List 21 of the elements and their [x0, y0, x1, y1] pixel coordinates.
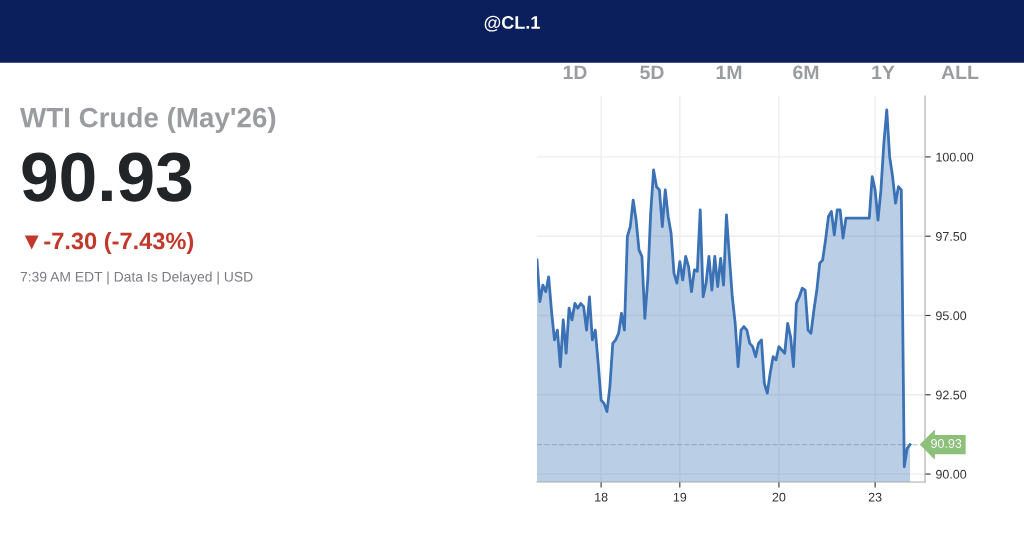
text: 1D — [563, 65, 587, 80]
x-tick-label: 19 — [673, 492, 687, 502]
text: 90.93 — [22, 152, 192, 202]
text: WTI Crude (May'26) — [20, 107, 276, 133]
y-tick-label: 97.50 — [936, 231, 967, 241]
text: 6M — [793, 65, 819, 80]
ref-line-label: 90.93 — [931, 439, 962, 448]
x-tick-label: 18 — [595, 492, 608, 502]
text: 7:39 AM EDT | Data Is Delayed | USD — [20, 271, 253, 285]
text: 5D — [640, 65, 664, 80]
y-tick-label: 90.00 — [936, 469, 967, 479]
x-tick-label: 23 — [868, 492, 882, 502]
chart-title: @CL.1 — [484, 15, 540, 32]
text: ALL — [941, 65, 979, 80]
x-tick-label: 20 — [772, 492, 786, 502]
text: ▼-7.30 (-7.43%) — [24, 232, 194, 254]
y-tick-label: 92.50 — [936, 390, 967, 400]
y-tick-label: 95.00 — [936, 311, 967, 321]
text: 1Y — [872, 65, 895, 80]
y-tick-label: 100.00 — [936, 152, 974, 162]
text: 1M — [716, 65, 742, 80]
